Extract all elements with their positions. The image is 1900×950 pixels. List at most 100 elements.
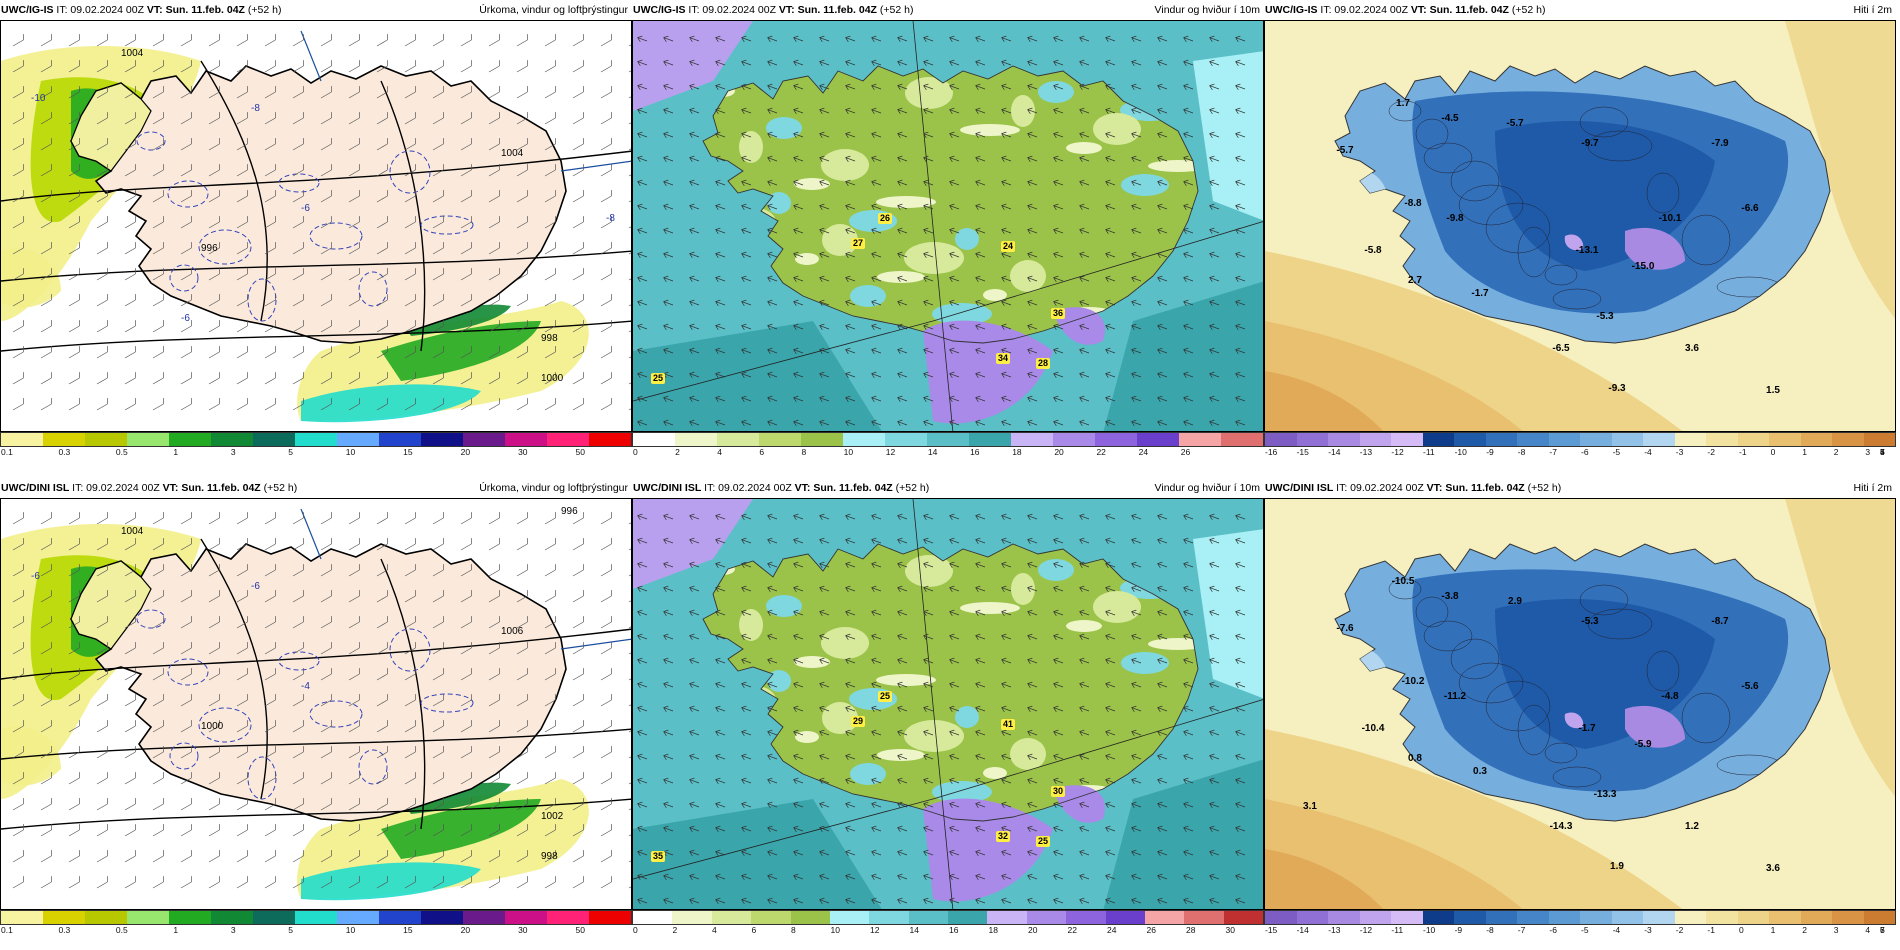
- temp-label: 1.5: [1766, 385, 1780, 396]
- legend-swatch: [211, 911, 253, 924]
- legend-swatch: [1265, 911, 1297, 924]
- model-name: UWC/IG-IS: [1, 4, 54, 16]
- forecast-map: 1.7 -4.5 -5.7 -9.7 -7.9 -5.7 -8.8 -9.8 -10.1 -6.6…: [1264, 20, 1896, 432]
- gust-label: 30: [1053, 786, 1063, 796]
- gust-label: 32: [998, 831, 1008, 841]
- map-canvas: 27 26 24 36 34 28 25: [633, 21, 1263, 431]
- legend-tick-label: -3: [1675, 447, 1684, 457]
- legend-tick-label: -10: [1423, 925, 1436, 935]
- product-title: Vindur og hviður í 10m: [1154, 4, 1260, 16]
- legend-swatch: [1454, 433, 1486, 446]
- isobar: [1, 728, 631, 760]
- legend-tick-label: 20: [1054, 447, 1064, 457]
- legend-swatch: [675, 433, 717, 446]
- legend-tick-label: 0.3: [58, 447, 71, 457]
- gust-label: 34: [998, 353, 1008, 363]
- legend-tick-label: 18: [1012, 447, 1022, 457]
- legend-tick-label: 30: [518, 447, 528, 457]
- temp-label: -10.5: [1392, 576, 1415, 587]
- panel-precip-igis: UWC/IG-IS IT: 09.02.2024 00Z VT: Sun. 11…: [0, 0, 632, 457]
- legend-swatch: [1706, 433, 1738, 446]
- legend-swatch: [1832, 433, 1864, 446]
- legend-tick-label: 7: [1880, 447, 1885, 457]
- color-legend: -16 -15 -14 -13 -12 -11 -10 -9 -8 -7 -6 -5 -4 -3 -2 -1 0…: [1264, 432, 1896, 462]
- product-title: Úrkoma, vindur og loftþrýstingur: [479, 4, 628, 16]
- legend-swatch: [633, 433, 675, 446]
- gust-label: 25: [880, 691, 890, 701]
- gust-marker: [1051, 786, 1065, 797]
- legend-swatch: [43, 433, 85, 446]
- temp-label: -5.7: [1506, 118, 1524, 129]
- legend-swatch: [948, 911, 988, 924]
- map-canvas: 1006 1002 1004 1000 998 996 -6 -6 -4: [1, 499, 631, 909]
- legend-tick-label: 6: [1880, 447, 1885, 457]
- gust-marker: [878, 691, 892, 702]
- legend-tick-label: -14: [1296, 925, 1309, 935]
- legend-swatch: [672, 911, 712, 924]
- legend-swatch: [1026, 911, 1067, 924]
- gust-label: 35: [653, 851, 663, 861]
- legend-tick-label: 20: [1028, 925, 1038, 935]
- legend-tick-label: 5: [288, 925, 293, 935]
- legend-bar: [1264, 910, 1896, 925]
- temp-label: -10.1: [1659, 213, 1682, 224]
- legend-tick-label: 6: [759, 447, 765, 457]
- legend-tick-label: -15: [1265, 925, 1278, 935]
- legend-swatch: [1548, 911, 1580, 924]
- gust-marker: [996, 831, 1010, 842]
- legend-swatch: [421, 433, 463, 446]
- isobar-label: 1002: [541, 811, 564, 822]
- temp-contour-label: -8: [251, 103, 260, 114]
- legend-tick-label: -7: [1517, 925, 1526, 935]
- legend-tick-label: 22: [1067, 925, 1077, 935]
- legend-swatch: [1328, 911, 1360, 924]
- legend-ticks: 0.1 0.3 0.5 1 3 5 10 15 20 30 50: [0, 447, 632, 459]
- gust-marker: [851, 238, 865, 249]
- temp-label: -3.8: [1441, 591, 1459, 602]
- legend-swatch: [85, 911, 127, 924]
- isobar-label: 1004: [121, 526, 144, 537]
- temp-label: -9.7: [1581, 138, 1599, 149]
- init-time: IT: 09.02.2024 00Z: [72, 482, 160, 494]
- legend-swatch: [1737, 911, 1769, 924]
- temp-label: -6.6: [1741, 203, 1759, 214]
- temp-label: -5.7: [1336, 145, 1354, 156]
- temp-label: -14.3: [1550, 821, 1573, 832]
- init-time: IT: 09.02.2024 00Z: [688, 4, 776, 16]
- legend-swatch: [253, 433, 295, 446]
- temp-label: -13.1: [1576, 245, 1599, 256]
- legend-tick-label: -16: [1265, 447, 1278, 457]
- legend-tick-label: 3: [1833, 925, 1839, 935]
- legend-tick-label: 28: [1186, 925, 1196, 935]
- temp-label: 1.9: [1610, 861, 1624, 872]
- legend-tick-label: 1: [173, 925, 179, 935]
- legend-swatch: [505, 433, 547, 446]
- isobar: [380, 558, 426, 830]
- temp-label: -9.3: [1608, 383, 1626, 394]
- legend-tick-label: -8: [1517, 447, 1526, 457]
- temp-label: -4.8: [1661, 691, 1679, 702]
- isobar-label: 1000: [541, 373, 564, 384]
- legend-tick-label: -11: [1423, 447, 1435, 457]
- legend-swatch: [633, 911, 673, 924]
- legend-swatch: [379, 433, 421, 446]
- legend-swatch: [759, 433, 801, 446]
- color-legend: -15 -14 -13 -12 -11 -10 -9 -8 -7 -6 -5 -4 -3 -2 -1 0 1 2 3…: [1264, 910, 1896, 940]
- legend-tick-label: 0: [1770, 447, 1776, 457]
- forecast-map: 27 26 24 36 34 28 25: [632, 20, 1264, 432]
- temp-contour-label: -10: [31, 93, 46, 104]
- legend-tick-label: 22: [1096, 447, 1106, 457]
- legend-swatch: [379, 911, 421, 924]
- legend-swatch: [127, 433, 169, 446]
- legend-ticks: 0 2 4 6 8 10 12 14 16 18 20 22 24 26: [632, 447, 1264, 459]
- legend-tick-label: 20: [460, 925, 471, 935]
- legend-tick-label: -9: [1454, 925, 1463, 935]
- legend-tick-label: -9: [1486, 447, 1494, 457]
- gust-label: 29: [853, 716, 863, 726]
- legend-swatch: [1800, 433, 1832, 446]
- gust-label: 27: [853, 238, 863, 248]
- legend-swatch: [589, 433, 631, 446]
- temp-label: 1.7: [1396, 98, 1410, 109]
- temp-label: -8.8: [1404, 198, 1422, 209]
- legend-swatch: [1179, 433, 1221, 446]
